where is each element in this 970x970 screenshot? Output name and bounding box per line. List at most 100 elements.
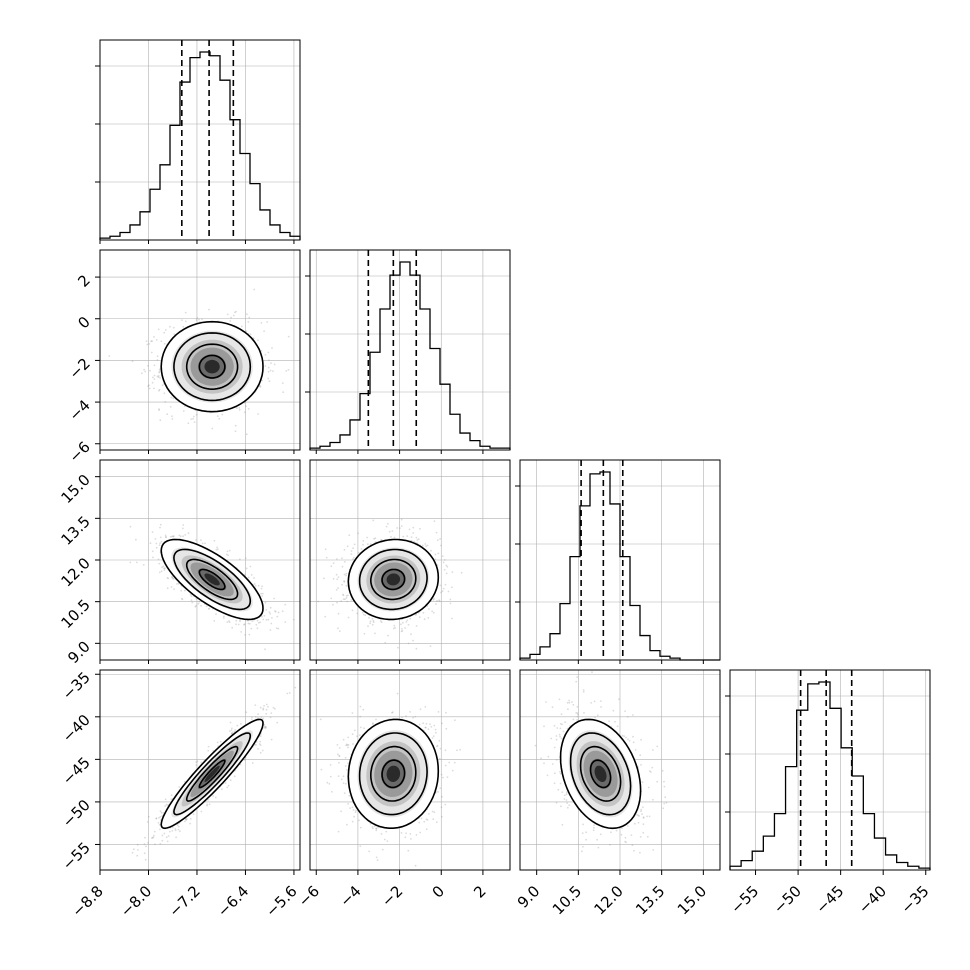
scatter-point bbox=[399, 527, 401, 529]
scatter-point bbox=[240, 723, 242, 725]
scatter-point bbox=[145, 845, 147, 848]
scatter-point bbox=[257, 339, 259, 342]
scatter-point bbox=[387, 522, 389, 525]
scatter-point bbox=[129, 525, 132, 528]
scatter-point bbox=[255, 623, 258, 626]
scatter-point bbox=[393, 536, 396, 539]
scatter-point bbox=[163, 342, 166, 345]
scatter-point bbox=[259, 384, 261, 387]
scatter-point bbox=[451, 617, 453, 620]
scatter-point bbox=[253, 577, 255, 579]
scatter-point bbox=[352, 558, 354, 561]
scatter-point bbox=[151, 837, 153, 839]
scatter-point bbox=[178, 786, 181, 788]
scatter-point bbox=[431, 610, 434, 613]
scatter-point bbox=[185, 818, 187, 821]
scatter-point bbox=[441, 590, 444, 593]
scatter-point bbox=[249, 565, 252, 568]
scatter-point bbox=[337, 576, 340, 578]
scatter-point bbox=[174, 828, 177, 830]
scatter-point bbox=[257, 621, 260, 624]
panel-frame bbox=[99, 249, 301, 451]
scatter-point bbox=[433, 597, 435, 600]
scatter-point bbox=[200, 539, 202, 541]
scatter-point bbox=[205, 605, 208, 608]
scatter-point bbox=[261, 585, 263, 588]
scatter-point bbox=[174, 829, 177, 832]
scatter-point bbox=[257, 584, 260, 587]
scatter-point bbox=[164, 329, 167, 331]
scatter-point bbox=[204, 542, 206, 545]
scatter-point bbox=[240, 325, 243, 328]
panel-frame bbox=[99, 39, 301, 241]
scatter-point bbox=[235, 623, 237, 626]
scatter-point bbox=[332, 562, 335, 564]
scatter-point bbox=[233, 730, 236, 733]
scatter-point bbox=[160, 340, 163, 343]
scatter-point bbox=[276, 721, 279, 724]
panel-2d-3-1 bbox=[309, 669, 511, 871]
scatter-point bbox=[158, 816, 160, 819]
scatter-point bbox=[144, 370, 147, 373]
scatter-point bbox=[434, 558, 437, 561]
scatter-point bbox=[158, 823, 161, 826]
scatter-point bbox=[238, 408, 241, 411]
scatter-point bbox=[216, 415, 219, 417]
scatter-point bbox=[415, 536, 418, 539]
scatter-point bbox=[235, 619, 238, 622]
scatter-point bbox=[288, 692, 291, 694]
scatter-point bbox=[254, 584, 257, 587]
scatter-point bbox=[330, 565, 333, 568]
scatter-point bbox=[150, 351, 153, 354]
contour-line bbox=[173, 332, 252, 402]
scatter-point bbox=[269, 613, 272, 615]
panel-frame bbox=[99, 669, 301, 871]
scatter-point bbox=[155, 546, 158, 549]
scatter-point bbox=[228, 549, 231, 552]
scatter-point bbox=[337, 627, 339, 630]
scatter-point bbox=[371, 618, 374, 620]
scatter-point bbox=[172, 535, 175, 538]
contour-line bbox=[358, 548, 428, 611]
scatter-point bbox=[144, 858, 147, 861]
scatter-point bbox=[251, 716, 253, 718]
scatter-point bbox=[259, 751, 262, 754]
scatter-point bbox=[179, 830, 181, 833]
scatter-point bbox=[446, 565, 449, 568]
scatter-point bbox=[172, 326, 175, 329]
scatter-point bbox=[284, 621, 287, 623]
scatter-point bbox=[158, 562, 161, 565]
scatter-point bbox=[356, 612, 359, 615]
scatter-point bbox=[233, 775, 236, 778]
scatter-point bbox=[264, 727, 267, 730]
scatter-point bbox=[166, 577, 169, 579]
scatter-point bbox=[163, 569, 166, 571]
scatter-point bbox=[154, 843, 156, 846]
scatter-point bbox=[372, 621, 375, 623]
scatter-point bbox=[260, 322, 263, 324]
scatter-point bbox=[437, 552, 440, 555]
scatter-point bbox=[153, 834, 155, 837]
scatter-point bbox=[184, 534, 187, 536]
scatter-point bbox=[158, 368, 161, 371]
scatter-point bbox=[269, 369, 272, 372]
scatter-point bbox=[438, 600, 441, 603]
scatter-point bbox=[170, 798, 173, 801]
scatter-point bbox=[198, 453, 200, 455]
scatter-point bbox=[400, 525, 403, 527]
scatter-point bbox=[287, 368, 290, 371]
scatter-point bbox=[231, 626, 234, 629]
scatter-point bbox=[404, 627, 406, 629]
scatter-point bbox=[131, 360, 134, 363]
scatter-point bbox=[439, 538, 441, 540]
scatter-point bbox=[143, 368, 146, 371]
scatter-point bbox=[213, 539, 216, 542]
scatter-point bbox=[200, 604, 203, 607]
scatter-point bbox=[164, 567, 166, 570]
scatter-point bbox=[165, 536, 168, 538]
scatter-point bbox=[341, 557, 343, 560]
scatter-point bbox=[218, 417, 221, 420]
hist-panel-1 bbox=[305, 249, 511, 451]
scatter-point bbox=[439, 584, 442, 587]
scatter-point bbox=[422, 611, 425, 614]
